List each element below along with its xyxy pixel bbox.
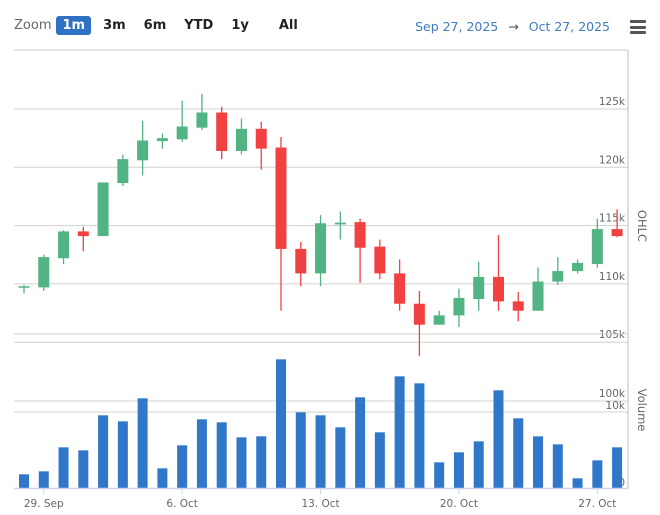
date-range: Sep 27, 2025 → Oct 27, 2025 xyxy=(415,19,610,34)
candle-up xyxy=(137,140,149,161)
candle-down xyxy=(394,273,406,304)
candle-down xyxy=(295,248,307,274)
volume-bar xyxy=(58,447,69,488)
candle-up xyxy=(18,286,30,288)
candle-up xyxy=(591,229,603,265)
volume-bar xyxy=(473,441,484,488)
zoom-3m-button[interactable]: 3m xyxy=(103,18,126,33)
candle-up xyxy=(235,128,247,151)
price-tick-label: 105k xyxy=(599,329,626,341)
volume-bar xyxy=(256,436,267,488)
candle-down xyxy=(275,147,287,249)
candle-up xyxy=(334,222,346,225)
candle-up xyxy=(58,231,70,259)
zoom-ytd-button[interactable]: YTD xyxy=(184,18,214,33)
volume-bar xyxy=(513,418,524,488)
volume-bar xyxy=(38,471,49,488)
price-tick-label: 125k xyxy=(599,96,626,108)
zoom-label: Zoom xyxy=(14,18,52,33)
x-tick-label: 20. Oct xyxy=(440,498,478,510)
zoom-1y-button[interactable]: 1y xyxy=(231,18,249,33)
candle-down xyxy=(354,222,366,248)
candle-up xyxy=(453,297,465,316)
volume-bar xyxy=(19,474,29,488)
volume-bar xyxy=(98,415,109,488)
volume-bar xyxy=(453,452,464,488)
volume-bar xyxy=(572,478,583,488)
volume-bar xyxy=(295,412,306,488)
volume-bar xyxy=(117,421,128,488)
candle-up xyxy=(176,126,188,140)
candle-up xyxy=(572,262,584,272)
volume-bar xyxy=(355,397,366,488)
volume-bar xyxy=(414,383,425,488)
zoom-6m-button[interactable]: 6m xyxy=(143,18,167,33)
x-tick-label: 13. Oct xyxy=(301,498,339,510)
candle-up xyxy=(97,182,109,237)
volume-bar xyxy=(434,462,445,488)
x-tick-label: 29. Sep xyxy=(24,498,64,510)
price-tick-label: 120k xyxy=(599,154,626,166)
volume-bar xyxy=(315,415,326,488)
volume-bar xyxy=(177,445,188,488)
zoom-selector: Zoom 1m 3m 6m YTD 1y All xyxy=(14,16,310,35)
candle-up xyxy=(117,159,129,184)
x-tick-label: 27. Oct xyxy=(578,498,616,510)
x-tick-label: 6. Oct xyxy=(166,498,198,510)
price-tick-label: 110k xyxy=(599,271,626,283)
price-axis-title: OHLC xyxy=(635,210,649,242)
price-tick-label: 115k xyxy=(599,213,626,225)
arrow-right-icon: → xyxy=(508,19,519,34)
candle-up xyxy=(473,276,485,300)
candle-up xyxy=(156,138,168,142)
volume-tick-label: 10k xyxy=(606,400,626,412)
volume-bar xyxy=(374,432,385,488)
volume-bar xyxy=(394,376,405,488)
candle-down xyxy=(374,246,386,274)
candle-down xyxy=(77,231,89,237)
volume-axis-title: Volume xyxy=(635,389,649,432)
candle-down xyxy=(255,128,267,149)
candle-up xyxy=(552,271,564,282)
range-from-input[interactable]: Sep 27, 2025 xyxy=(415,19,499,34)
volume-bar xyxy=(533,436,544,488)
volume-bar xyxy=(335,427,346,488)
volume-bar xyxy=(137,398,148,488)
candle-down xyxy=(413,303,425,325)
candle-down xyxy=(512,301,524,311)
candle-up xyxy=(433,315,445,325)
volume-bar xyxy=(552,444,563,488)
volume-bar xyxy=(236,437,247,488)
zoom-all-button[interactable]: All xyxy=(278,18,298,33)
candle-up xyxy=(532,281,544,311)
volume-bar xyxy=(592,460,603,488)
candle-up xyxy=(315,223,327,274)
volume-bar xyxy=(157,468,168,488)
hamburger-menu-icon[interactable] xyxy=(630,20,646,37)
volume-bar xyxy=(196,419,207,488)
candle-down xyxy=(492,276,504,302)
volume-bar xyxy=(216,422,227,488)
candle-down xyxy=(216,112,228,151)
candle-down xyxy=(611,229,623,237)
volume-tick-label: 0 xyxy=(618,477,625,489)
volume-bar xyxy=(78,450,89,488)
volume-bar xyxy=(276,359,287,488)
volume-bar xyxy=(493,390,504,488)
zoom-1m-button[interactable]: 1m xyxy=(56,16,92,35)
candle-up xyxy=(196,112,208,128)
volume-tick-label: 100k xyxy=(599,388,626,400)
range-to-input[interactable]: Oct 27, 2025 xyxy=(528,19,610,34)
candle-up xyxy=(38,257,50,288)
volume-bar xyxy=(612,447,623,488)
